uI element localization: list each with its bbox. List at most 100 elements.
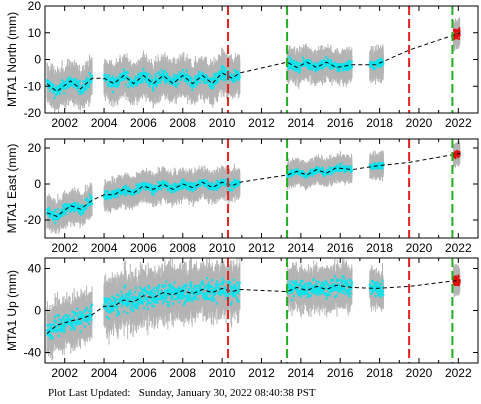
data-point [238,75,241,79]
data-point [115,190,117,193]
data-point [62,204,64,207]
data-point [457,33,460,36]
data-point [229,71,231,75]
data-point [68,205,71,209]
data-point [90,198,93,201]
data-point [330,172,333,176]
data-point [310,61,313,65]
data-point [164,77,167,80]
data-point [108,191,110,195]
data-point [331,67,334,70]
data-point [47,81,50,84]
data-point [216,74,219,77]
data-point [320,166,323,170]
data-point [67,203,70,206]
data-point [299,68,302,72]
data-point [81,205,84,208]
data-point [306,66,309,69]
data-point [298,70,301,73]
data-point [116,192,119,196]
data-point [306,61,308,65]
data-point [216,80,219,84]
data-point [315,65,318,68]
data-point [142,73,144,76]
data-point [219,74,222,78]
data-point [118,75,121,78]
data-point [316,167,318,170]
data-point [223,181,226,185]
data-point [377,162,380,165]
data-point [164,81,167,85]
data-point [236,180,238,183]
data-point [171,81,174,85]
data-point [72,208,75,212]
data-point [139,74,142,77]
data-point [319,62,322,65]
data-point [153,189,156,192]
data-point [175,83,178,87]
data-point [342,168,345,172]
data-point [232,77,235,81]
data-point [145,78,148,81]
data-point [293,171,296,174]
data-point [63,211,65,214]
data-point [369,63,372,66]
data-point [125,193,127,196]
data-point [152,84,155,87]
data-point [86,82,89,86]
data-point [219,181,221,184]
data-point [65,80,68,83]
data-point [166,183,169,186]
data-point [77,210,80,214]
data-point [75,78,77,81]
data-point [329,65,331,68]
data-point [288,67,290,70]
data-point [187,77,190,81]
data-point [458,37,460,40]
data-point [315,171,318,174]
data-point [196,74,199,77]
data-point [308,174,311,177]
y-tick-label: 0 [34,177,41,191]
data-point [60,211,62,214]
data-point [293,172,296,176]
data-point [62,87,65,90]
data-point [238,78,241,81]
data-point [86,197,89,200]
data-point [144,78,147,81]
data-point [215,185,218,189]
data-point [85,88,88,91]
data-point [229,181,231,184]
data-point [289,58,292,61]
y-tick-label: -20 [24,213,42,227]
data-point [73,203,76,207]
data-point [108,74,111,77]
data-point [350,165,353,168]
data-point [198,71,201,74]
data-point [138,191,140,194]
data-point [63,207,66,210]
data-point [64,85,67,89]
data-point [179,184,181,187]
data-point [173,76,176,79]
data-point [215,78,218,81]
data-point [338,65,341,68]
data-point [113,82,116,86]
data-point [109,79,112,82]
data-point [376,63,379,66]
data-point [347,68,349,72]
data-point [63,91,66,95]
data-point [341,66,344,69]
data-point [186,82,189,85]
data-point [154,83,156,86]
data-point [327,62,330,65]
data-point [105,76,107,79]
data-point [348,61,351,64]
data-point [76,86,79,89]
data-point [336,62,339,66]
data-point [186,79,188,83]
data-point [131,85,134,88]
data-point [63,203,66,207]
data-point [124,73,127,77]
data-point [82,79,85,83]
